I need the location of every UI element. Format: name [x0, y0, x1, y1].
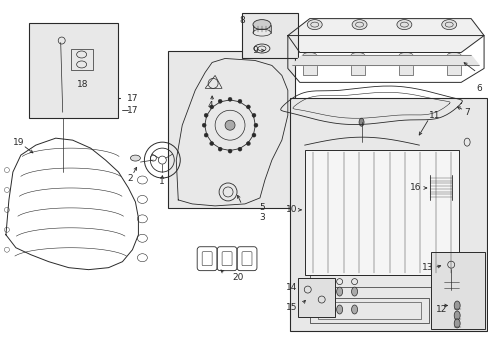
Bar — [304, 150, 458, 275]
Bar — [242, 13, 297, 58]
Text: 17: 17 — [126, 106, 138, 115]
Polygon shape — [287, 19, 483, 53]
Ellipse shape — [238, 147, 242, 151]
Text: 20: 20 — [232, 273, 243, 282]
Ellipse shape — [396, 20, 411, 30]
Bar — [430, 252, 484, 329]
Ellipse shape — [130, 155, 140, 161]
Ellipse shape — [218, 99, 222, 103]
Ellipse shape — [351, 287, 357, 296]
Ellipse shape — [306, 20, 322, 30]
Ellipse shape — [251, 133, 255, 137]
Text: 16: 16 — [409, 184, 420, 193]
Text: 5: 5 — [259, 203, 264, 212]
Text: 11: 11 — [427, 111, 439, 120]
Text: 1: 1 — [159, 177, 165, 186]
Bar — [297, 278, 334, 318]
Bar — [350, 55, 364, 75]
Ellipse shape — [246, 141, 250, 145]
Polygon shape — [291, 55, 478, 66]
Text: 18: 18 — [77, 80, 88, 89]
Ellipse shape — [227, 149, 232, 153]
Text: 14: 14 — [285, 283, 297, 292]
Bar — [309, 275, 453, 287]
Ellipse shape — [358, 118, 363, 126]
Bar — [447, 55, 460, 75]
Text: 8: 8 — [239, 16, 244, 25]
Bar — [398, 55, 412, 75]
Ellipse shape — [238, 99, 242, 103]
Ellipse shape — [246, 105, 250, 109]
Text: 13: 13 — [421, 263, 432, 272]
Text: 6: 6 — [475, 84, 481, 93]
Ellipse shape — [202, 123, 206, 127]
Ellipse shape — [441, 20, 456, 30]
Ellipse shape — [218, 147, 222, 151]
Ellipse shape — [453, 319, 459, 328]
Ellipse shape — [203, 133, 208, 137]
Bar — [168, 50, 294, 208]
Ellipse shape — [336, 287, 342, 296]
Ellipse shape — [336, 305, 342, 314]
Ellipse shape — [351, 305, 357, 314]
Ellipse shape — [203, 113, 208, 117]
Ellipse shape — [351, 20, 366, 30]
Ellipse shape — [302, 53, 316, 58]
Bar — [71, 49, 92, 71]
Text: 9: 9 — [252, 46, 257, 55]
Ellipse shape — [447, 53, 460, 58]
Text: 3: 3 — [259, 213, 264, 222]
Ellipse shape — [253, 123, 258, 127]
Text: 12: 12 — [435, 305, 446, 314]
Text: 19: 19 — [13, 138, 24, 147]
Text: 17: 17 — [126, 94, 138, 103]
Text: 10: 10 — [285, 206, 297, 215]
Bar — [29, 23, 118, 118]
Ellipse shape — [398, 53, 412, 58]
Text: 7: 7 — [463, 108, 469, 117]
Text: 15: 15 — [285, 303, 297, 312]
Ellipse shape — [350, 53, 364, 58]
Text: 4: 4 — [207, 101, 212, 110]
Ellipse shape — [224, 120, 235, 130]
Bar — [289, 98, 486, 332]
Ellipse shape — [453, 311, 459, 320]
Text: 2: 2 — [127, 174, 133, 183]
Ellipse shape — [429, 170, 451, 180]
Bar — [317, 302, 421, 319]
Bar — [302, 55, 316, 75]
Ellipse shape — [227, 97, 232, 101]
Ellipse shape — [252, 20, 270, 30]
Ellipse shape — [209, 141, 213, 145]
Ellipse shape — [251, 113, 255, 117]
Ellipse shape — [209, 105, 213, 109]
Bar — [309, 298, 428, 323]
Ellipse shape — [453, 301, 459, 310]
